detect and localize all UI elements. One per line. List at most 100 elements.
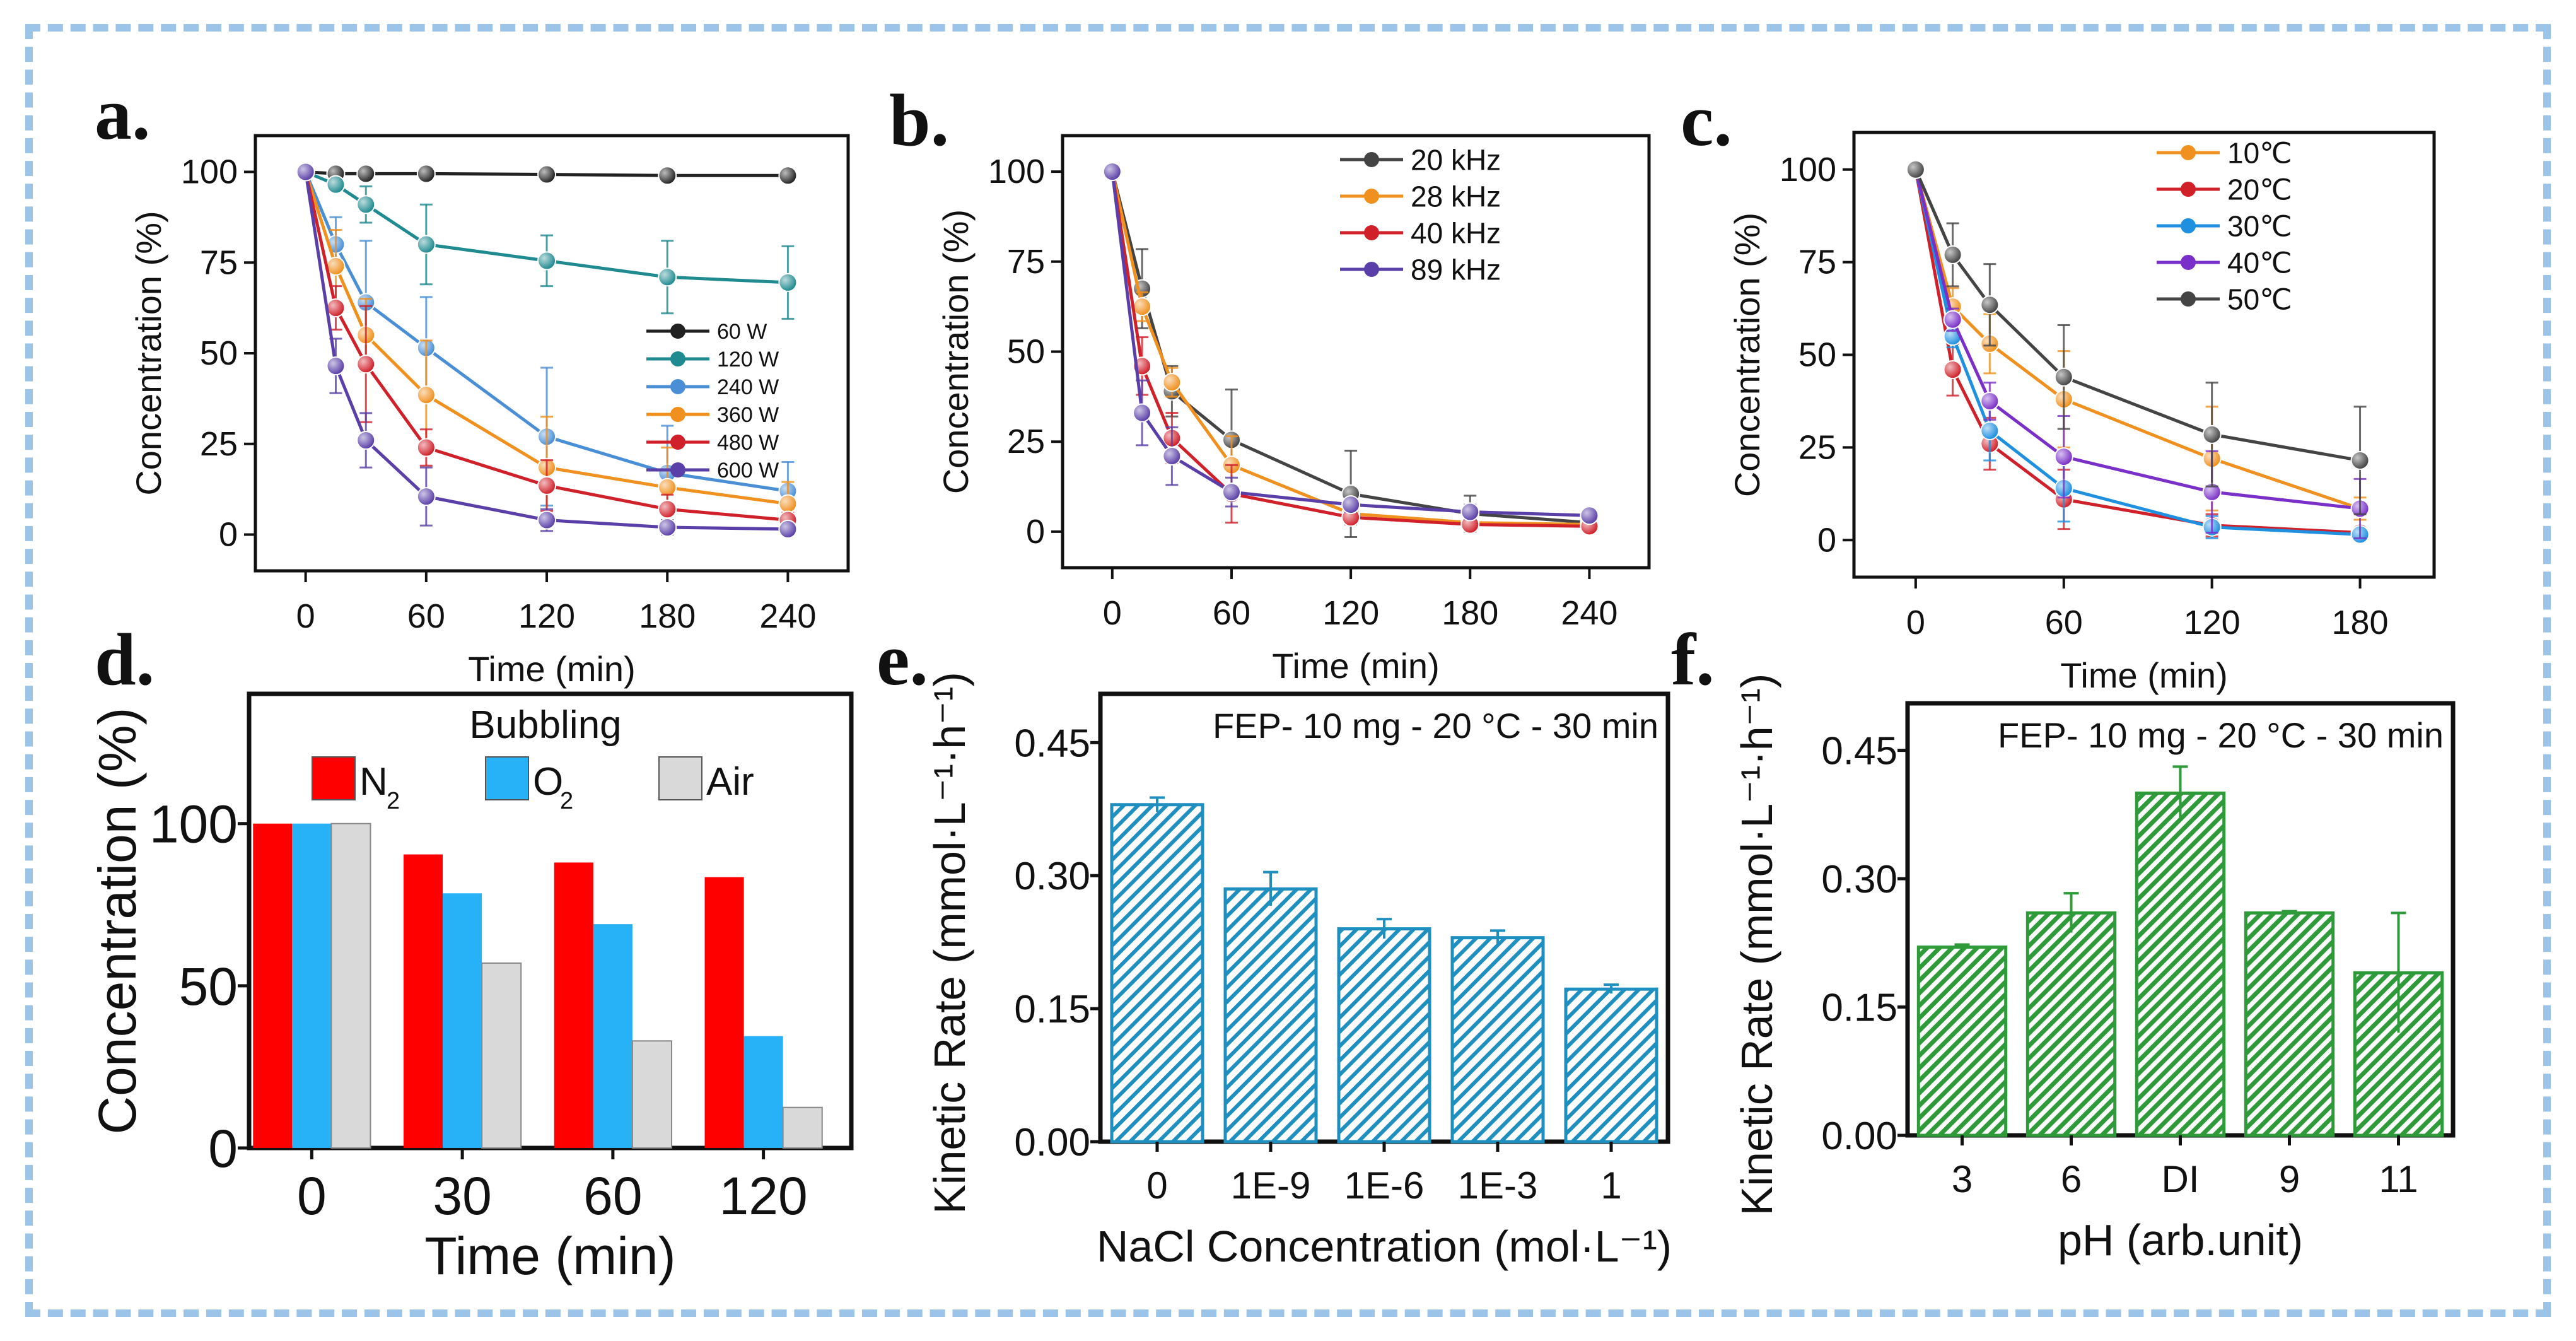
x-tick-label: DI: [2162, 1158, 2200, 1200]
panel-label: f.: [1671, 618, 1715, 701]
bar-6: [2025, 911, 2117, 1137]
panel-label: b.: [889, 79, 949, 161]
data-point-shine: [1981, 392, 1999, 410]
legend-label: 20℃: [2227, 173, 2292, 206]
panel-e: e. 0.00 0.15 0.30 0.45 0 1E-9 1E-6 1E-3 1 FEP- 10 …: [877, 618, 1672, 1271]
y-tick-label: 50: [179, 957, 238, 1016]
data-point-shine: [1163, 373, 1181, 392]
y-tick-label: 0.30: [1821, 858, 1897, 901]
panel-label: e.: [877, 618, 928, 701]
series-600W: 600 W: [296, 162, 798, 539]
y-tick-label: 0: [208, 1119, 238, 1178]
series-40℃: 40℃: [1906, 160, 2370, 539]
data-point-shine: [357, 355, 375, 373]
y-tick-label: 0.45: [1821, 730, 1897, 773]
x-tick-label: 240: [1561, 594, 1617, 632]
legend-label: Air: [706, 760, 754, 804]
legend-subscript: 2: [387, 788, 400, 814]
x-tick-label: 1E-3: [1458, 1164, 1538, 1207]
legend-label: N: [359, 760, 388, 804]
y-tick-label: 0.15: [1821, 987, 1897, 1030]
data-point-shine: [2054, 368, 2073, 386]
legend-marker: [2181, 182, 2196, 197]
x-tick-label: 180: [639, 597, 696, 635]
series-89kHz: 89 kHz: [1102, 162, 1599, 525]
panel-b: b. 0 25 50 75 100 0 60 120 180 240 Time (min) Concen…: [889, 79, 1651, 686]
data-point-shine: [417, 165, 435, 183]
data-point-shine: [2054, 448, 2073, 466]
x-tick-label: 120: [2184, 604, 2241, 641]
legend-marker: [670, 435, 685, 450]
panel-f: f. 0.00 0.15 0.30 0.45 3 6 DI 9 11 FEP- 10 mg - 20…: [1671, 618, 2456, 1265]
x-tick-label: 180: [2331, 604, 2388, 641]
series-20℃: 20℃: [1906, 160, 2370, 542]
bar-3: [1916, 946, 2008, 1137]
data-point-shine: [538, 511, 556, 529]
bar-1E-9: [1223, 887, 1318, 1144]
series-10℃: 10℃: [1906, 137, 2370, 521]
data-point-shine: [779, 167, 797, 185]
panel-a: a. 0 25 50 75 100 0 60 120 180 240 Time (min) Concen…: [95, 73, 850, 689]
y-tick-label: 75: [1007, 243, 1045, 281]
data-point-shine: [357, 431, 375, 449]
data-point-shine: [779, 273, 797, 291]
bar-O2-60: [593, 924, 632, 1148]
panel-label: d.: [95, 618, 154, 701]
y-axis-label: Concentration (%): [88, 708, 147, 1135]
legend-label: 120 W: [717, 348, 779, 372]
x-tick-label: 240: [759, 597, 816, 635]
data-point-shine: [1461, 503, 1479, 521]
legend-marker: [1364, 262, 1379, 277]
legend-label: 50℃: [2227, 283, 2292, 316]
x-tick-label: 1: [1600, 1164, 1621, 1207]
plot-frame: [247, 691, 854, 1151]
y-tick-label: 100: [1780, 151, 1836, 189]
data-point-shine: [1944, 310, 1962, 329]
data-point-shine: [417, 235, 435, 254]
data-point-shine: [538, 252, 556, 270]
x-tick-label: 6: [2061, 1158, 2082, 1200]
y-axis-label: Kinetic Rate (mmol·L⁻¹·h⁻¹): [925, 672, 974, 1214]
y-tick-label: 25: [200, 425, 238, 463]
legend-title: Bubbling: [469, 703, 621, 747]
series-line: [1914, 169, 2360, 534]
data-point-shine: [327, 257, 345, 275]
legend-marker: [670, 407, 685, 422]
y-tick-label: 25: [1798, 428, 1836, 466]
bar-O2-120: [743, 1036, 783, 1148]
bar-1E-6: [1337, 927, 1431, 1144]
y-axis-label: Kinetic Rate (mmol·L⁻¹·h⁻¹): [1732, 674, 1781, 1216]
legend-label: 30℃: [2227, 210, 2292, 243]
legend-label: 360 W: [717, 403, 779, 427]
x-tick-label: 120: [1322, 594, 1379, 632]
data-point-shine: [327, 299, 345, 317]
x-tick-label: 1E-9: [1231, 1164, 1311, 1207]
x-tick-label: 0: [1146, 1164, 1167, 1207]
x-axis-label: Time (min): [424, 1226, 675, 1285]
x-tick-label: 11: [2379, 1158, 2418, 1200]
bar-1E-3: [1450, 936, 1545, 1144]
data-point-shine: [417, 438, 435, 457]
y-tick-label: 0.00: [1821, 1115, 1897, 1158]
series-line: [1914, 169, 2361, 510]
y-tick-label: 25: [1007, 423, 1045, 460]
data-point-shine: [1133, 404, 1151, 422]
legend-label: 20 kHz: [1411, 144, 1501, 177]
condition-annotation: FEP- 10 mg - 20 °C - 30 min: [1213, 706, 1658, 746]
legend-label: 60 W: [717, 320, 767, 344]
x-tick-label: 120: [518, 597, 575, 635]
bar-O2-0: [292, 823, 332, 1148]
y-tick-label: 100: [149, 795, 238, 854]
bar-9: [2244, 911, 2335, 1137]
data-point-shine: [1944, 245, 1962, 264]
x-tick-label: 30: [433, 1166, 491, 1226]
panel-label: c.: [1681, 79, 1732, 161]
data-point-shine: [658, 268, 677, 286]
legend-swatch: [312, 756, 356, 800]
panel-c: c. 0 25 50 75 100 0 60 120 180 Time (min) Concentra…: [1681, 79, 2436, 695]
data-point-shine: [357, 196, 375, 214]
data-point-shine: [1163, 447, 1181, 466]
x-tick-label: 60: [1213, 594, 1250, 632]
series-20kHz: 20 kHz: [1102, 144, 1599, 538]
